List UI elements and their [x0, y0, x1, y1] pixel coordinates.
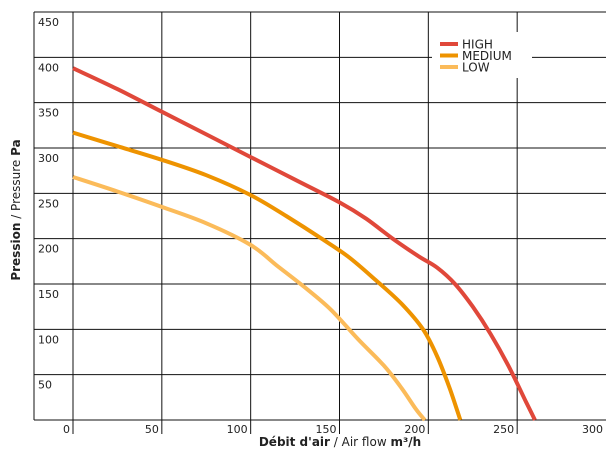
- y-axis-title-sep: /: [9, 211, 23, 223]
- x-tick-label: 0: [63, 423, 70, 436]
- x-tick-label: 150: [316, 423, 337, 436]
- y-tick-label: 200: [38, 243, 59, 256]
- x-tick-label: 300: [582, 423, 603, 436]
- legend-label-low: LOW: [462, 61, 490, 75]
- x-axis-title-sep: /: [330, 435, 342, 449]
- x-axis-title-bold: Débit d'air: [259, 435, 330, 449]
- x-axis-title-normal: Air flow: [342, 435, 391, 449]
- y-tick-label: 400: [38, 61, 59, 74]
- x-axis-title: Débit d'air / Air flow m³/h: [259, 435, 421, 449]
- series-line-low: [72, 175, 427, 422]
- y-tick-label: 150: [38, 288, 59, 301]
- y-axis-title-normal: Pressure: [9, 156, 23, 211]
- x-axis-title-unit: m³/h: [390, 435, 421, 449]
- y-axis-title: Pression / Pressure Pa: [9, 139, 23, 280]
- legend-label-medium: MEDIUM: [462, 49, 512, 63]
- y-axis-title-unit: Pa: [9, 139, 23, 156]
- series-lines: [72, 66, 537, 422]
- tick-labels: 50 100 150 200 250 300 350 400 450 0 50 100 150 200 25…: [38, 16, 603, 436]
- y-tick-label: 250: [38, 197, 59, 210]
- y-tick-label: 100: [38, 333, 59, 346]
- series-line-medium: [72, 130, 463, 421]
- y-tick-label: 300: [38, 152, 59, 165]
- series-line-high: [72, 66, 537, 421]
- x-tick-label: 50: [145, 423, 159, 436]
- x-tick-label: 200: [404, 423, 425, 436]
- y-tick-label: 450: [38, 16, 59, 29]
- legend-label-high: HIGH: [462, 38, 493, 52]
- y-tick-label: 350: [38, 107, 59, 120]
- x-tick-label: 100: [227, 423, 248, 436]
- y-axis-title-bold: Pression: [9, 223, 23, 281]
- y-tick-label: 50: [38, 379, 52, 392]
- x-tick-label: 250: [493, 423, 514, 436]
